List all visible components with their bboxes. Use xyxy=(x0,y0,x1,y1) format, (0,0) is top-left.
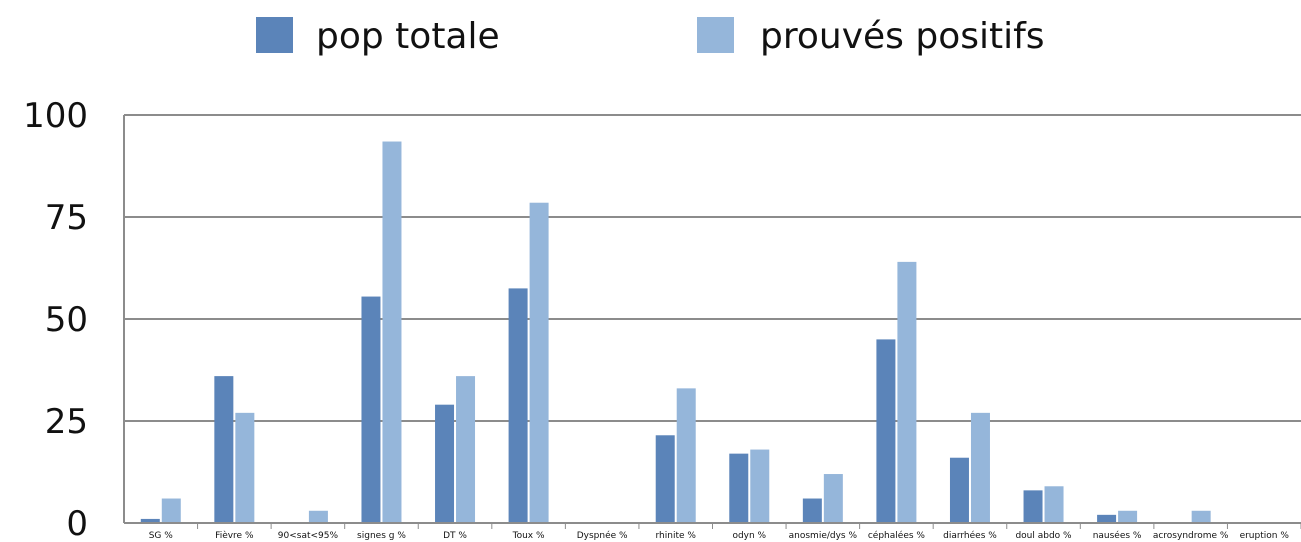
bar-pop-totale xyxy=(140,518,160,523)
x-tick-label: SG % xyxy=(149,531,174,541)
gridlines xyxy=(124,114,1301,524)
y-tick-label: 0 xyxy=(66,504,88,542)
bar-prouves-positifs xyxy=(308,510,328,523)
bar-prouves-positifs xyxy=(161,498,181,523)
bar-pop-totale xyxy=(435,404,455,523)
x-tick-label: 90<sat<95% xyxy=(278,531,339,541)
bar-prouves-positifs xyxy=(456,376,476,523)
x-tick-label: Toux % xyxy=(512,531,545,541)
legend-swatch xyxy=(697,17,734,53)
x-tick-label: diarrhées % xyxy=(943,530,997,541)
x-tick-label: eruption % xyxy=(1240,531,1290,541)
legend: pop totale prouvés positifs xyxy=(256,16,1045,57)
x-tick-label: anosmie/dys % xyxy=(789,531,858,541)
x-tick-label: odyn % xyxy=(732,531,766,541)
bar-prouves-positifs xyxy=(1118,510,1138,523)
x-tick-label: Fièvre % xyxy=(215,530,254,541)
y-tick-label: 100 xyxy=(23,96,88,136)
bar-prouves-positifs xyxy=(529,202,549,523)
y-tick-label: 50 xyxy=(45,300,88,340)
x-tick-label: signes g % xyxy=(357,531,406,541)
bar-prouves-positifs xyxy=(676,388,696,523)
bar-pop-totale xyxy=(876,339,896,523)
x-tick-label: nausées % xyxy=(1093,530,1142,541)
legend-label: prouvés positifs xyxy=(760,16,1045,57)
x-tick-label: acrosyndrome % xyxy=(1153,531,1229,541)
x-tick-label: DT % xyxy=(443,531,467,541)
bar-prouves-positifs xyxy=(382,141,402,523)
x-tick-label: céphalées % xyxy=(868,530,926,541)
bar-pop-totale xyxy=(802,498,822,523)
y-axis: 0 25 50 75 100 xyxy=(23,96,125,542)
legend-label: pop totale xyxy=(316,16,500,57)
y-tick-label: 25 xyxy=(45,402,88,442)
bar-pop-totale xyxy=(949,457,969,523)
x-tick-label: Dyspnée % xyxy=(577,530,628,541)
y-tick-label: 75 xyxy=(45,198,88,238)
bar-pop-totale xyxy=(655,435,675,523)
bar-prouves-positifs xyxy=(897,261,917,523)
bar-pop-totale xyxy=(508,288,528,523)
bar-pop-totale xyxy=(361,296,381,523)
x-tick-label: rhinite % xyxy=(656,531,697,541)
bars xyxy=(140,141,1211,523)
bar-pop-totale xyxy=(1023,490,1043,523)
bar-pop-totale xyxy=(729,453,749,523)
bar-pop-totale xyxy=(214,376,234,523)
bar-prouves-positifs xyxy=(823,474,843,523)
x-tick-label: doul abdo % xyxy=(1015,531,1072,541)
x-axis: SG % Fièvre % 90<sat<95% signes g % DT % Toux… xyxy=(124,522,1301,541)
legend-swatch xyxy=(256,17,293,53)
bar-prouves-positifs xyxy=(970,412,990,523)
bar-pop-totale xyxy=(1097,514,1117,523)
bar-prouves-positifs xyxy=(750,449,770,523)
bar-prouves-positifs xyxy=(1044,486,1064,523)
bar-prouves-positifs xyxy=(1191,510,1211,523)
bar-prouves-positifs xyxy=(235,412,255,523)
